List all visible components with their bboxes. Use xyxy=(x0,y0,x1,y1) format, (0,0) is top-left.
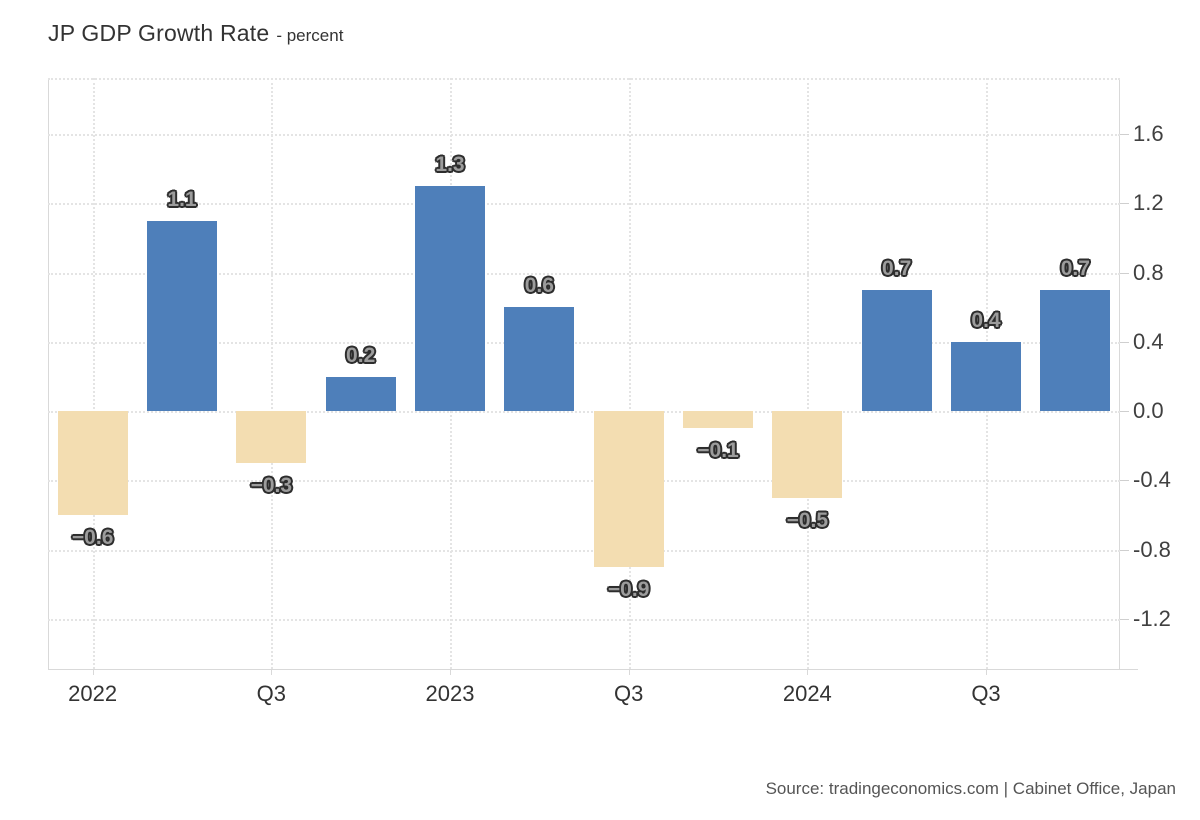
bar-value-label: −0.6 xyxy=(71,525,114,549)
bar[interactable] xyxy=(951,341,1021,412)
bar-value-label: −0.9 xyxy=(607,577,650,601)
gridline-h xyxy=(48,203,1120,206)
plot-top-edge xyxy=(48,78,1120,80)
x-axis-label: 2022 xyxy=(68,681,118,706)
bar-value-label: 1.3 xyxy=(435,153,465,177)
bar[interactable] xyxy=(236,411,307,464)
x-axis-label: Q3 xyxy=(971,681,1001,706)
bar-value-label: 0.2 xyxy=(346,343,376,367)
x-axis-tick xyxy=(271,669,273,675)
y-axis-tick xyxy=(1120,203,1129,205)
gridline-h xyxy=(48,618,1120,621)
bar-value-label: 0.4 xyxy=(971,308,1001,332)
bar-value-label: 0.7 xyxy=(882,256,912,280)
right-axis-line xyxy=(1119,78,1120,669)
bar[interactable] xyxy=(504,307,575,412)
source-attribution: Source: tradingeconomics.com | Cabinet O… xyxy=(765,779,1176,798)
chart-subtitle: - percent xyxy=(276,26,344,45)
x-axis-tick xyxy=(92,669,94,675)
gridline-h xyxy=(48,134,1120,137)
plot-area: −0.6 1.1 −0.3 0.2 1.3 0.6 −0.9 −0.1 −0.5 0.7 0.4 0.… xyxy=(48,78,1120,669)
bar[interactable] xyxy=(325,376,396,412)
x-axis-line xyxy=(48,669,1138,670)
y-axis-label: 0.0 xyxy=(1133,398,1164,424)
bar-value-label: −0.3 xyxy=(250,474,293,498)
x-axis-tick xyxy=(807,669,809,675)
gridline-h xyxy=(48,480,1120,483)
x-axis-tick xyxy=(450,669,451,675)
gridline-h xyxy=(48,411,1120,414)
x-axis-label: Q3 xyxy=(256,681,287,706)
y-axis-label: -0.8 xyxy=(1133,536,1171,562)
bar[interactable] xyxy=(683,411,753,429)
x-axis-label: 2023 xyxy=(425,681,475,706)
gridline-v xyxy=(807,78,810,669)
gridline-v xyxy=(628,78,631,669)
bar[interactable] xyxy=(1040,289,1111,412)
bar[interactable] xyxy=(861,289,932,412)
y-axis-tick xyxy=(1120,480,1129,482)
y-axis-tick xyxy=(1120,549,1129,551)
bar[interactable] xyxy=(415,186,485,412)
bar[interactable] xyxy=(593,411,664,567)
bar[interactable] xyxy=(147,220,217,412)
chart-header: JP GDP Growth Rate - percent xyxy=(48,20,343,47)
x-axis-label: Q3 xyxy=(613,681,644,706)
y-axis: 1.6 1.2 0.8 0.4 0.0 -0.4 -0.8 -1.2 xyxy=(1120,78,1200,669)
y-axis-label: -1.2 xyxy=(1133,605,1171,631)
x-axis-tick xyxy=(628,669,630,675)
y-axis-label: 1.2 xyxy=(1133,190,1164,216)
gridline-h xyxy=(48,272,1120,275)
y-axis-label: -0.4 xyxy=(1133,467,1171,493)
gridline-h xyxy=(48,549,1120,552)
y-axis-tick xyxy=(1120,272,1129,274)
y-axis-tick xyxy=(1120,341,1129,343)
gridline-h xyxy=(48,341,1120,344)
bar-value-label: 0.7 xyxy=(1060,256,1090,280)
x-axis-tick xyxy=(986,669,987,675)
bar[interactable] xyxy=(57,411,128,515)
x-axis: 2022 Q3 2023 Q3 2024 Q3 xyxy=(48,669,1120,714)
y-axis-tick xyxy=(1120,134,1129,136)
bar-value-label: −0.1 xyxy=(697,439,739,463)
y-axis-tick xyxy=(1120,618,1129,620)
y-axis-label: 1.6 xyxy=(1133,121,1164,147)
x-axis-label: 2024 xyxy=(782,681,832,706)
bar-value-label: 1.1 xyxy=(167,187,197,211)
gridline-v xyxy=(271,78,274,669)
left-axis-line xyxy=(48,78,49,669)
bar-value-label: −0.5 xyxy=(786,508,829,532)
y-axis-label: 0.4 xyxy=(1133,328,1164,354)
bar[interactable] xyxy=(772,411,843,498)
y-axis-label: 0.8 xyxy=(1133,259,1164,285)
chart-title: JP GDP Growth Rate xyxy=(48,20,270,46)
bar-value-label: 0.6 xyxy=(524,274,554,298)
y-axis-tick xyxy=(1120,411,1129,413)
gridline-v xyxy=(92,78,95,669)
